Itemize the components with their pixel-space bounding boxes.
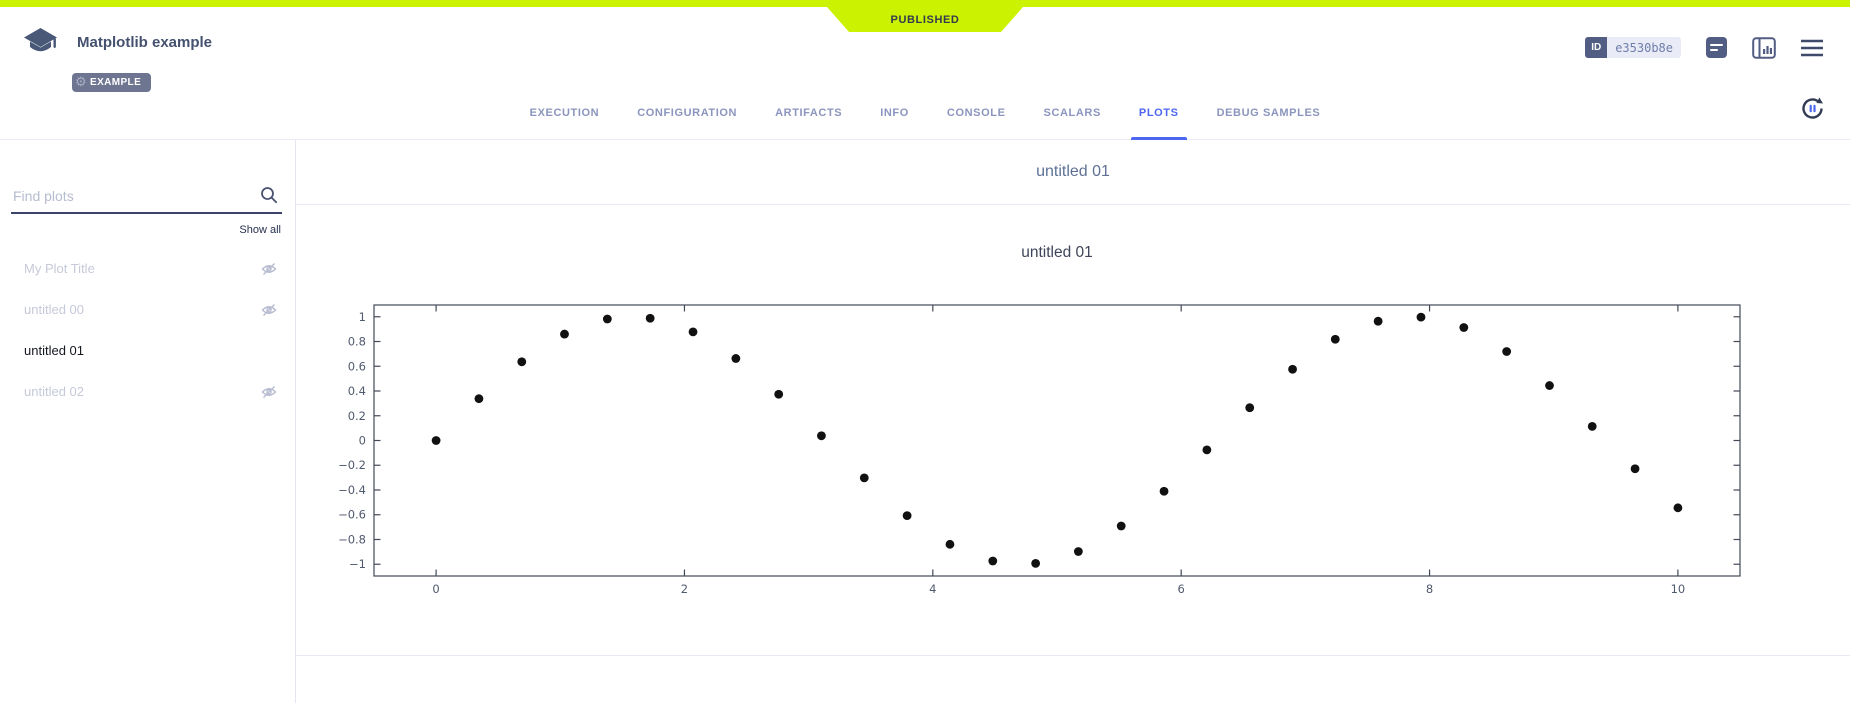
app-header: PUBLISHED Matplotlib example ⚙ EXAMPLE I… (0, 0, 1850, 140)
svg-text:0.2: 0.2 (348, 409, 366, 423)
svg-text:−1: −1 (349, 557, 366, 571)
status-color-bar (0, 0, 1850, 7)
plot-group-header: untitled 01 (296, 140, 1850, 205)
tab-bar: EXECUTION CONFIGURATION ARTIFACTS INFO C… (0, 87, 1850, 140)
status-ribbon-label: PUBLISHED (890, 13, 960, 26)
search-icon[interactable] (260, 186, 278, 209)
plot-item-label: untitled 01 (24, 343, 84, 358)
menu-button[interactable] (1800, 39, 1824, 57)
plots-sidebar: Show all My Plot Title untitled 00 (0, 140, 296, 703)
svg-text:0.8: 0.8 (348, 335, 366, 349)
experiment-title: Matplotlib example (77, 34, 213, 51)
show-all-link[interactable]: Show all (239, 224, 281, 236)
refresh-pause-icon (1802, 97, 1824, 119)
gear-icon: ⚙ (75, 74, 88, 89)
eye-slash-icon[interactable] (261, 302, 277, 318)
svg-text:untitled 01: untitled 01 (1021, 244, 1093, 261)
svg-text:0: 0 (359, 434, 366, 448)
metrics-panel-button[interactable] (1752, 36, 1776, 59)
svg-text:−0.8: −0.8 (338, 532, 366, 546)
tab-debug-samples[interactable]: DEBUG SAMPLES (1216, 107, 1321, 119)
svg-text:0: 0 (432, 582, 439, 596)
plot-list-item-selected[interactable]: untitled 01 (0, 330, 295, 371)
content-area: Show all My Plot Title untitled 00 (0, 140, 1850, 703)
experiment-id-badge[interactable]: ID e3530b8e (1585, 37, 1681, 58)
tab-console[interactable]: CONSOLE (946, 107, 1006, 119)
svg-text:10: 10 (1671, 582, 1686, 596)
svg-text:0.6: 0.6 (348, 359, 366, 373)
eye-slash-icon[interactable] (261, 384, 277, 400)
svg-text:2: 2 (681, 582, 688, 596)
svg-text:6: 6 (1178, 582, 1185, 596)
system-tag-label: EXAMPLE (90, 77, 142, 88)
tab-info[interactable]: INFO (880, 107, 909, 119)
svg-text:0.4: 0.4 (348, 384, 366, 398)
svg-text:−0.4: −0.4 (338, 483, 366, 497)
plot-list-item[interactable]: untitled 00 (0, 289, 295, 330)
auto-refresh-button[interactable] (1799, 95, 1826, 127)
plot-list-item[interactable]: untitled 02 (0, 371, 295, 412)
svg-text:8: 8 (1426, 582, 1433, 596)
svg-text:4: 4 (929, 582, 936, 596)
tab-execution[interactable]: EXECUTION (529, 107, 600, 119)
id-label: ID (1585, 37, 1608, 58)
plot-list: My Plot Title untitled 00 (0, 248, 295, 412)
details-icon (1706, 37, 1727, 58)
svg-text:1: 1 (359, 310, 366, 324)
tab-configuration[interactable]: CONFIGURATION (637, 107, 738, 119)
search-input[interactable] (11, 184, 282, 214)
tab-artifacts[interactable]: ARTIFACTS (775, 107, 843, 119)
panel-chart-icon (1752, 36, 1776, 59)
plot-list-item[interactable]: My Plot Title (0, 248, 295, 289)
plot-widget: untitled 01 0 2 4 6 8 10 −1 −0.8 −0.6 −0.4 −0.2 0 0.2… (296, 205, 1850, 656)
plot-group-title: untitled 01 (1036, 163, 1110, 180)
status-ribbon: PUBLISHED (827, 7, 1023, 32)
plot-item-label: My Plot Title (24, 261, 95, 276)
header-actions: ID e3530b8e (1585, 36, 1824, 59)
experiment-type-icon (22, 27, 59, 66)
details-panel-button[interactable] (1705, 36, 1728, 59)
plot-search (11, 184, 282, 214)
plot-panel: untitled 01 untitled 01 0 2 4 6 8 10 −1 −0.8 −0.6… (296, 140, 1850, 703)
plot-item-label: untitled 02 (24, 384, 84, 399)
tab-scalars[interactable]: SCALARS (1043, 107, 1101, 119)
svg-text:−0.6: −0.6 (338, 508, 366, 522)
scatter-chart[interactable]: untitled 01 0 2 4 6 8 10 −1 −0.8 −0.6 −0.4 −0.2 0 0.2… (296, 205, 1850, 655)
svg-text:−0.2: −0.2 (338, 458, 366, 472)
tab-plots[interactable]: PLOTS (1130, 87, 1187, 140)
eye-slash-icon[interactable] (261, 261, 277, 277)
plot-item-label: untitled 00 (24, 302, 84, 317)
hamburger-icon (1801, 39, 1823, 56)
id-value: e3530b8e (1607, 37, 1681, 58)
system-tag[interactable]: ⚙ EXAMPLE (72, 73, 152, 92)
